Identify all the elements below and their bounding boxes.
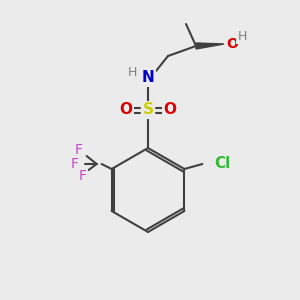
Text: H: H bbox=[127, 65, 137, 79]
Text: N: N bbox=[142, 70, 154, 86]
Text: F: F bbox=[70, 157, 79, 171]
Text: Cl: Cl bbox=[214, 157, 230, 172]
Text: F: F bbox=[75, 143, 83, 157]
Text: H: H bbox=[237, 29, 247, 43]
Polygon shape bbox=[196, 43, 224, 49]
Text: O: O bbox=[119, 103, 133, 118]
Text: S: S bbox=[142, 103, 154, 118]
Text: O: O bbox=[164, 103, 176, 118]
Text: O: O bbox=[226, 37, 238, 51]
Text: F: F bbox=[79, 169, 87, 183]
